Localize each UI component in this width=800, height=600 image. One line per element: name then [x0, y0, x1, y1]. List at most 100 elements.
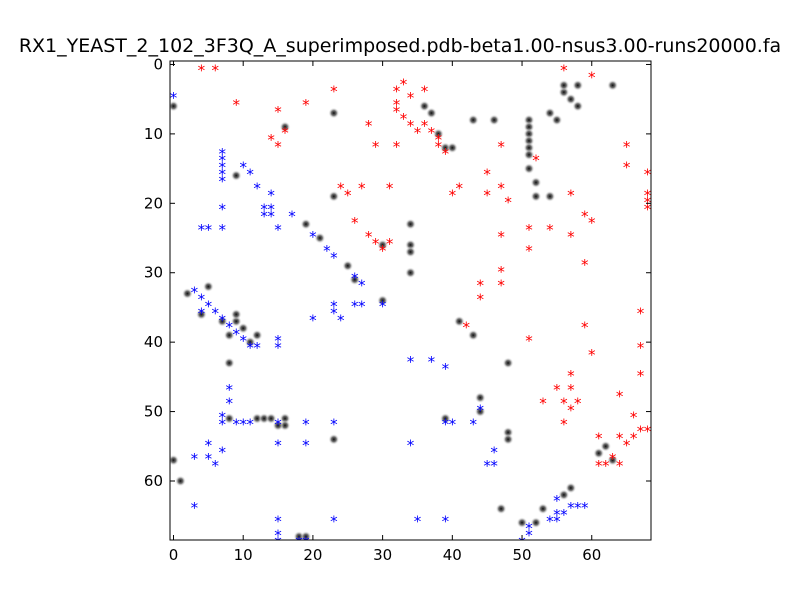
plot-marks: * * * *** ** ** * *** * ** * * ** ** ** * * * * *** * ** * * * **…: [170, 61, 652, 552]
blue-star-point: *: [205, 436, 213, 454]
red-star-point: *: [637, 304, 645, 322]
red-star-point: *: [602, 457, 610, 475]
gray-blob-point: [502, 433, 514, 445]
red-star-point: *: [393, 103, 401, 121]
gray-blob-point: [425, 107, 437, 119]
gray-blob-point: [537, 503, 549, 515]
blue-star-point: *: [302, 436, 310, 454]
blue-star-point: *: [253, 179, 261, 197]
gray-blob-point: [565, 482, 577, 494]
gray-blob-point: [530, 517, 542, 529]
red-star-point: *: [567, 381, 575, 399]
blue-star-point: *: [490, 443, 498, 461]
blue-star-point: *: [407, 436, 415, 454]
gray-blob-point: [174, 475, 186, 487]
red-star-point: *: [483, 166, 491, 184]
blue-star-point: *: [212, 457, 220, 475]
blue-star-point: *: [205, 450, 213, 468]
y-tick-label: 10: [144, 125, 163, 143]
gray-blob-point: [488, 114, 500, 126]
gray-blob-point: [467, 329, 479, 341]
x-tick-label: 40: [443, 546, 462, 564]
red-star-point: *: [567, 402, 575, 420]
gray-blob-point: [230, 308, 242, 320]
blue-star-point: *: [560, 506, 568, 524]
blue-star-point: *: [330, 304, 338, 322]
red-star-point: *: [476, 291, 484, 309]
red-star-point: *: [463, 318, 471, 336]
gray-blob-point: [342, 260, 354, 272]
red-star-point: *: [560, 61, 568, 79]
red-star-point: *: [212, 61, 220, 79]
gray-blob-point: [607, 454, 619, 466]
red-star-point: *: [553, 381, 561, 399]
gray-blob-point: [251, 329, 263, 341]
red-star-point: *: [560, 416, 568, 434]
red-star-point: *: [379, 242, 387, 260]
blue-star-point: *: [476, 402, 484, 420]
gray-blob-point: [405, 246, 416, 258]
red-star-point: *: [421, 82, 429, 100]
gray-blob-point: [272, 419, 284, 431]
red-star-point: *: [302, 96, 310, 114]
red-star-point: *: [616, 388, 624, 406]
red-star-point: *: [497, 277, 505, 295]
red-star-point: *: [407, 89, 415, 107]
blue-star-point: *: [260, 200, 268, 218]
blue-star-point: *: [253, 339, 261, 357]
blue-star-point: *: [219, 200, 227, 218]
blue-star-point: *: [274, 221, 282, 239]
gray-blob-point: [349, 274, 361, 286]
blue-star-point: *: [274, 332, 282, 350]
red-star-point: *: [497, 179, 505, 197]
red-star-point: *: [428, 124, 436, 142]
red-star-point: *: [393, 138, 401, 156]
red-star-point: *: [386, 235, 394, 253]
red-star-point: *: [532, 152, 540, 170]
red-star-point: *: [421, 117, 429, 135]
red-star-point: *: [330, 82, 338, 100]
x-tick-label: 30: [373, 546, 392, 564]
blue-star-point: *: [219, 409, 227, 427]
red-star-point: *: [504, 193, 512, 211]
gray-blob-point: [328, 190, 340, 202]
red-star-point: *: [198, 61, 206, 79]
blue-star-point: *: [219, 311, 227, 329]
red-star-point: *: [574, 395, 582, 413]
gray-blob-point: [418, 100, 430, 112]
blue-star-point: *: [274, 513, 282, 531]
y-tick-label: 0: [153, 55, 163, 73]
gray-blob-point: [523, 163, 535, 175]
blue-star-point: *: [246, 339, 254, 357]
blue-star-point: *: [267, 186, 275, 204]
red-star-point: *: [449, 186, 457, 204]
blue-star-point: *: [525, 520, 533, 538]
red-star-point: *: [546, 221, 554, 239]
red-star-point: *: [274, 138, 282, 156]
gray-blob-point: [170, 100, 179, 112]
gray-blob-point: [181, 288, 193, 300]
red-star-series: * * * *** ** ** * *** * ** * * ** ** ** * * * * *** * ** * * * **…: [198, 61, 652, 475]
red-star-point: *: [414, 124, 422, 142]
red-star-point: *: [616, 429, 624, 447]
blue-star-point: *: [302, 534, 310, 552]
blue-star-point: *: [232, 325, 240, 343]
gray-blob-point: [237, 322, 249, 334]
red-star-point: *: [581, 207, 589, 225]
gray-blob-point: [495, 503, 507, 515]
y-tick-label: 30: [144, 264, 163, 282]
blue-star-point: *: [553, 506, 561, 524]
blue-star-point: *: [219, 443, 227, 461]
red-star-point: *: [644, 186, 652, 204]
blue-star-point: *: [274, 416, 282, 434]
blue-star-point: *: [407, 353, 415, 371]
gray-blob-point: [314, 232, 326, 244]
gray-blob-point: [405, 218, 416, 230]
x-axis: 0 10 20 30 40 50 60: [169, 61, 601, 564]
blue-star-point: *: [442, 416, 450, 434]
blue-star-point: *: [469, 416, 477, 434]
blue-star-point: *: [246, 166, 254, 184]
red-star-point: *: [497, 263, 505, 281]
y-tick-label: 60: [144, 472, 163, 490]
